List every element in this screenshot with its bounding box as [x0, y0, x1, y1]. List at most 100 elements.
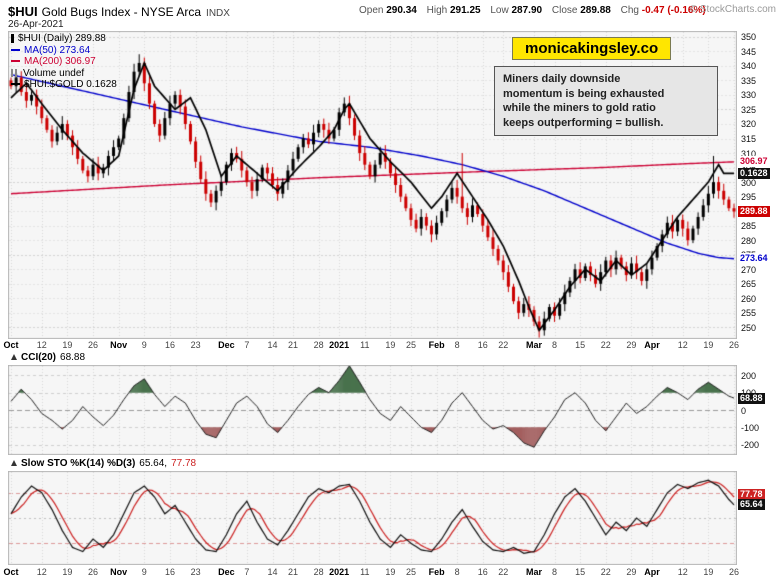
x-axis-label: 15: [575, 567, 586, 577]
annotation-line: while the miners to gold ratio: [503, 102, 656, 115]
annotation-line: momentum is being exhausted: [503, 87, 665, 100]
index-name: Gold Bugs Index - NYSE Arca: [41, 5, 202, 19]
indicator-icon: [11, 354, 17, 360]
x-axis-label: 22: [498, 567, 509, 577]
x-axis-label: Mar: [526, 567, 543, 577]
x-axis-label: 2021: [329, 340, 350, 350]
ratio-line-icon: [11, 83, 20, 86]
price-axis-label: 335: [741, 75, 757, 86]
price-axis-label: 350: [741, 32, 757, 43]
cci-axis-label: -200: [741, 440, 760, 451]
sto-d-value: 77.78: [171, 458, 197, 469]
x-axis-label: 14: [267, 567, 278, 577]
price-axis-label: 265: [741, 279, 757, 290]
x-axis-label: 8: [552, 567, 558, 577]
indicator-icon: [11, 460, 17, 466]
cci-axis-label: 0: [741, 405, 747, 416]
annotation-line: keeps outperforming = bullish.: [503, 116, 664, 129]
annotation-box: Miners daily downside momentum is being …: [494, 66, 718, 137]
cci-axis-label: -100: [741, 422, 760, 433]
x-axis-label: 19: [385, 340, 396, 350]
x-axis-label: 22: [600, 340, 611, 350]
price-tag: 289.88: [738, 205, 770, 217]
x-axis-label: 23: [190, 567, 201, 577]
exchange-code: INDX: [206, 8, 230, 19]
price-axis-label: 310: [741, 148, 757, 159]
x-axis-label: 8: [454, 567, 460, 577]
close-value: 289.88: [580, 5, 611, 16]
annotation-line: Miners daily downside: [503, 73, 621, 85]
x-axis-label: Apr: [644, 340, 660, 350]
price-axis-label: 255: [741, 308, 757, 319]
x-axis-label: Dec: [218, 340, 235, 350]
x-axis-label: 8: [454, 340, 460, 350]
chg-value: -0.47 (-0.16%): [641, 5, 706, 16]
symbol: $HUI: [8, 4, 38, 19]
x-axis-label: 22: [498, 340, 509, 350]
x-axis-label: Mar: [526, 340, 543, 350]
x-axis-label: 16: [164, 340, 175, 350]
price-axis-label: 270: [741, 264, 757, 275]
x-axis-label: 12: [677, 567, 688, 577]
x-axis-label: 15: [575, 340, 586, 350]
sto-value-tag: 77.78: [738, 489, 765, 501]
volume-bars-icon: [11, 68, 19, 77]
x-axis-label: 19: [62, 567, 73, 577]
x-axis-label: 23: [190, 340, 201, 350]
x-axis-label: 26: [88, 567, 99, 577]
legend-ma200-row: MA(200) 306.97: [11, 56, 117, 68]
cci-chart-canvas: [8, 365, 737, 455]
x-axis-label: 22: [600, 567, 611, 577]
x-axis-label: 25: [405, 567, 416, 577]
x-axis-label: 12: [36, 340, 47, 350]
price-axis-label: 280: [741, 235, 757, 246]
x-axis-label: 26: [728, 340, 740, 350]
x-axis-label: 7: [244, 340, 250, 350]
ohlc-quote: Open 290.34 High 291.25 Low 287.90 Close…: [352, 5, 706, 16]
stockcharts-copyright: © StockCharts.com: [689, 4, 776, 15]
x-axis-label: 29: [626, 567, 637, 577]
chart-header: $HUI Gold Bugs Index - NYSE Arca INDX: [8, 3, 230, 21]
x-axis-label: Apr: [644, 567, 660, 577]
stochastics-chart-canvas: [8, 471, 737, 565]
x-axis-label: 21: [288, 567, 299, 577]
x-axis-label: Oct: [3, 567, 19, 577]
price-axis-label: 315: [741, 134, 757, 144]
legend-ratio-row: $HUI:$GOLD 0.1628: [11, 79, 117, 91]
high-label: High: [426, 5, 448, 16]
open-value: 290.34: [386, 5, 417, 16]
legend-volume-label: Volume undef: [23, 67, 85, 79]
sto-panel-label: Slow STO %K(14) %D(3) 65.64, 77.78: [11, 458, 196, 469]
close-label: Close: [551, 5, 578, 16]
x-axis-label: Nov: [110, 567, 128, 577]
price-axis-label: 285: [741, 221, 757, 232]
x-axis-label: Dec: [218, 567, 235, 577]
price-axis-label: 320: [741, 119, 757, 130]
x-axis-label: 19: [703, 340, 714, 350]
x-axis-label: 16: [477, 567, 488, 577]
legend-ma50-row: MA(50) 273.64: [11, 45, 117, 57]
x-axis-label: 19: [62, 340, 73, 350]
x-axis-label: 9: [141, 340, 147, 350]
ma200-line-icon: [11, 60, 20, 63]
price-axis-label: 330: [741, 90, 757, 101]
x-axis-label: 28: [313, 340, 324, 350]
sto-k-value: 65.64,: [139, 458, 168, 469]
x-axis-label: 19: [385, 567, 396, 577]
cci-value: 68.88: [60, 352, 86, 363]
price-axis-label: 295: [741, 192, 757, 203]
x-axis-label: 21: [288, 340, 299, 350]
legend-price-label: $HUI (Daily) 289.88: [18, 33, 106, 44]
x-axis-label: 11: [360, 340, 370, 350]
chg-label: Chg: [620, 5, 639, 16]
cci-panel-label: CCI(20) 68.88: [11, 352, 85, 363]
sto-value-tag: 65.64: [738, 499, 765, 511]
cci-axis-label: 200: [741, 370, 757, 381]
x-axis-label: 8: [552, 340, 558, 350]
legend-price-row: $HUI (Daily) 289.88: [11, 33, 117, 45]
x-axis-label: 9: [141, 567, 147, 577]
x-axis-label: Oct: [3, 340, 19, 350]
x-axis-label: 28: [313, 567, 324, 577]
price-axis-label: 260: [741, 293, 757, 304]
